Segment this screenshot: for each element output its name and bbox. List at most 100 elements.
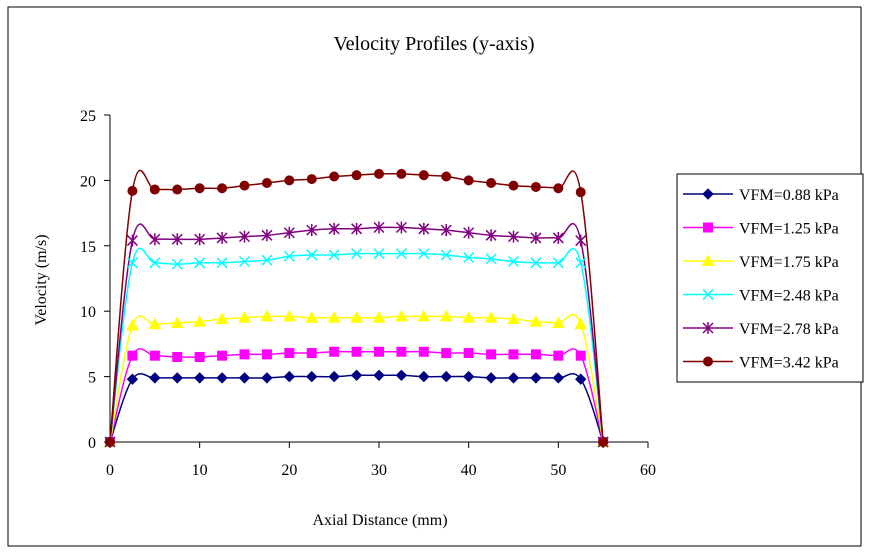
x-tick-label: 60 bbox=[640, 462, 656, 479]
legend: VFM=0.88 kPa VFM=1.25 kPa VFM=1.75 kPa VFM=… bbox=[676, 173, 864, 383]
x-tick-label: 20 bbox=[281, 462, 297, 479]
data-point bbox=[126, 234, 138, 247]
data-point bbox=[440, 370, 452, 383]
data-point bbox=[127, 350, 138, 361]
data-point bbox=[282, 309, 296, 322]
data-point bbox=[216, 372, 228, 384]
legend-item: VFM=1.75 kPa bbox=[683, 254, 839, 271]
data-point bbox=[485, 229, 497, 242]
legend-box bbox=[676, 173, 864, 383]
data-point bbox=[126, 319, 139, 331]
data-point bbox=[507, 372, 520, 384]
legend-marker bbox=[702, 288, 714, 301]
data-point bbox=[551, 316, 565, 328]
data-point bbox=[485, 253, 497, 265]
x-axis-label: Axial Distance (mm) bbox=[312, 512, 447, 529]
legend-marker bbox=[703, 356, 713, 367]
data-point bbox=[261, 349, 272, 360]
data-point bbox=[552, 257, 564, 269]
data-point bbox=[149, 257, 161, 269]
data-point bbox=[484, 311, 498, 323]
data-point bbox=[396, 346, 407, 357]
data-point bbox=[441, 171, 452, 182]
data-point bbox=[327, 311, 341, 323]
data-point bbox=[217, 183, 228, 194]
legend-label: VFM=1.75 kPa bbox=[739, 254, 839, 271]
data-point bbox=[194, 351, 205, 362]
data-point bbox=[193, 315, 207, 327]
legend-item: VFM=0.88 kPa bbox=[683, 187, 839, 204]
data-point bbox=[530, 231, 542, 244]
data-point bbox=[374, 168, 384, 179]
data-point bbox=[463, 252, 475, 264]
ticks: 0 5 10 15 20 25 0 10 20 30 40 50 60 bbox=[80, 108, 656, 479]
data-point bbox=[575, 257, 587, 269]
data-point bbox=[486, 349, 497, 360]
data-point bbox=[328, 249, 340, 261]
data-point bbox=[575, 373, 587, 385]
data-point bbox=[508, 180, 519, 191]
data-point bbox=[440, 224, 452, 237]
data-point bbox=[238, 372, 251, 384]
data-point bbox=[372, 311, 386, 323]
data-point bbox=[598, 437, 609, 447]
data-point bbox=[463, 348, 474, 359]
data-point bbox=[529, 315, 543, 327]
data-point bbox=[373, 248, 385, 260]
data-point bbox=[530, 181, 541, 192]
data-point bbox=[351, 346, 362, 357]
chart-title: Velocity Profiles (y-axis) bbox=[333, 33, 534, 55]
data-point bbox=[575, 234, 587, 247]
data-point bbox=[172, 351, 183, 362]
data-point bbox=[149, 184, 160, 195]
data-point bbox=[261, 254, 273, 266]
x-tick-label: 50 bbox=[550, 462, 566, 479]
legend-marker bbox=[701, 254, 715, 266]
data-point bbox=[328, 370, 340, 383]
data-point bbox=[171, 372, 183, 384]
data-point bbox=[126, 373, 139, 385]
data-point bbox=[351, 248, 363, 260]
data-point bbox=[553, 350, 564, 361]
data-point bbox=[418, 346, 429, 357]
data-point bbox=[462, 370, 475, 383]
data-point bbox=[283, 250, 295, 262]
data-point bbox=[194, 257, 206, 269]
legend-marker bbox=[703, 222, 713, 233]
data-point bbox=[306, 348, 317, 359]
data-point bbox=[395, 309, 408, 322]
data-point bbox=[283, 370, 296, 383]
y-axis-label: Velocity (m/s) bbox=[33, 234, 50, 325]
legend-label: VFM=3.42 kPa bbox=[739, 355, 839, 372]
data-point bbox=[350, 311, 363, 323]
data-point bbox=[217, 350, 228, 361]
series-markers bbox=[103, 168, 610, 448]
data-point bbox=[373, 221, 385, 234]
data-point bbox=[553, 183, 564, 194]
data-point bbox=[507, 255, 520, 268]
data-point bbox=[126, 257, 138, 269]
legend-item: VFM=2.48 kPa bbox=[683, 288, 839, 305]
legend-marker bbox=[702, 188, 714, 200]
data-point bbox=[260, 309, 274, 322]
data-point bbox=[238, 311, 251, 323]
data-point bbox=[127, 185, 138, 196]
data-point bbox=[463, 226, 475, 239]
data-point bbox=[171, 258, 183, 270]
data-point bbox=[507, 312, 520, 325]
legend-item: VFM=1.25 kPa bbox=[683, 221, 839, 238]
data-point bbox=[328, 222, 340, 235]
data-point bbox=[462, 311, 476, 323]
data-point bbox=[441, 348, 452, 359]
data-point bbox=[463, 175, 474, 186]
legend-label: VFM=2.78 kPa bbox=[739, 321, 839, 338]
data-point bbox=[216, 257, 228, 269]
data-point bbox=[261, 229, 273, 242]
legend-marker bbox=[702, 322, 714, 334]
y-tick-label: 10 bbox=[80, 304, 96, 321]
x-tick-label: 10 bbox=[192, 462, 208, 479]
data-point bbox=[486, 178, 497, 189]
data-point bbox=[238, 255, 251, 268]
data-point bbox=[508, 349, 519, 360]
data-point bbox=[170, 316, 184, 328]
